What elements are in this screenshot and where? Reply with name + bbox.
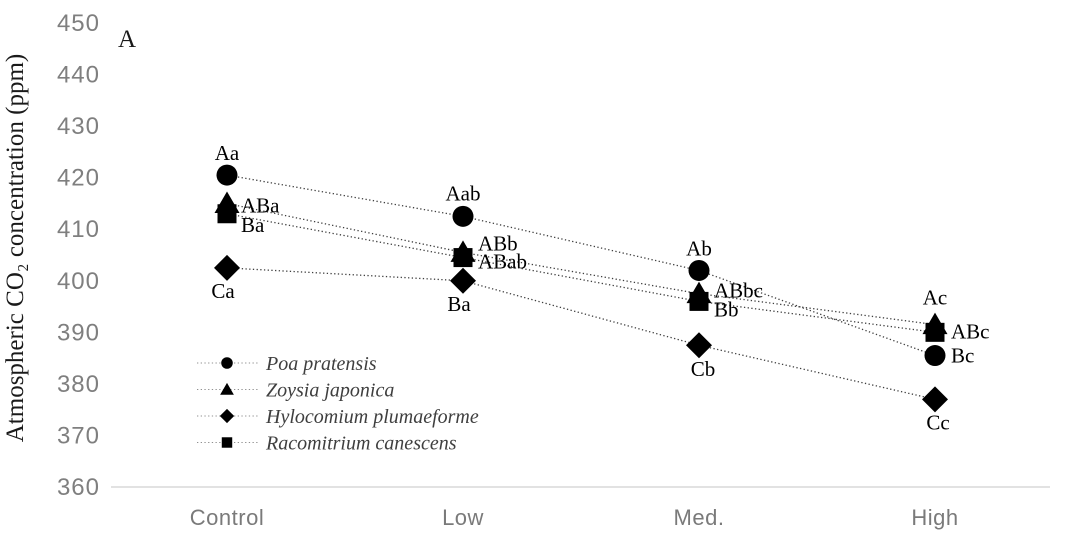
data-point-diamond xyxy=(214,254,240,281)
point-label: Cc xyxy=(926,410,949,434)
legend-marker-diamond xyxy=(219,408,235,424)
y-tick-label: 410 xyxy=(57,216,100,243)
y-tick-label: 370 xyxy=(57,422,100,449)
point-label: ABab xyxy=(478,250,527,274)
legend-marker-triangle xyxy=(220,382,234,395)
point-label: Bc xyxy=(951,344,974,368)
data-point-diamond xyxy=(450,267,476,294)
data-point-square xyxy=(925,322,945,342)
y-tick-label: 390 xyxy=(57,319,100,346)
y-tick-label: 430 xyxy=(57,113,100,140)
y-tick-label: 450 xyxy=(57,10,100,37)
data-point-square xyxy=(217,204,237,224)
point-label: Ba xyxy=(241,213,265,237)
data-point-circle xyxy=(924,345,946,367)
series-line-square xyxy=(226,213,936,333)
series-line-triangle xyxy=(226,202,936,326)
point-label: Ac xyxy=(923,286,948,310)
data-point-square xyxy=(689,291,709,311)
legend-label: Hylocomium plumaeforme xyxy=(265,406,479,428)
point-label: Aab xyxy=(446,181,481,205)
legend-marker-circle xyxy=(221,357,233,369)
data-point-circle xyxy=(216,164,238,186)
legend-label: Poa pratensis xyxy=(265,353,377,375)
y-tick-label: 440 xyxy=(57,62,100,89)
series-line-circle xyxy=(226,174,936,357)
panel-label: A xyxy=(118,26,137,53)
x-category-label: High xyxy=(911,505,958,530)
legend-label: Racomitrium canescens xyxy=(265,433,457,455)
x-category-label: Low xyxy=(442,505,484,530)
point-label: Bb xyxy=(714,297,739,321)
point-label: Ca xyxy=(211,279,235,303)
point-label: Ab xyxy=(686,236,712,260)
point-label: ABa xyxy=(241,193,280,217)
x-category-label: Control xyxy=(190,505,264,530)
y-tick-label: 400 xyxy=(57,268,100,295)
point-label: Aa xyxy=(215,141,240,165)
point-label: ABb xyxy=(478,231,518,255)
data-point-circle xyxy=(452,205,474,227)
data-point-diamond xyxy=(686,332,712,359)
point-label: Cb xyxy=(691,357,716,381)
data-point-square xyxy=(453,248,473,268)
data-point-circle xyxy=(688,259,710,281)
point-label: ABc xyxy=(951,319,990,343)
y-tick-label: 420 xyxy=(57,165,100,192)
data-point-diamond xyxy=(922,386,948,413)
legend-label: Zoysia japonica xyxy=(266,380,394,402)
legend-marker-square xyxy=(221,437,233,448)
y-tick-label: 380 xyxy=(57,371,100,398)
y-tick-label: 360 xyxy=(57,474,100,501)
point-label: Ba xyxy=(447,292,471,316)
x-category-label: Med. xyxy=(674,505,725,530)
point-label: ABbc xyxy=(714,279,763,303)
